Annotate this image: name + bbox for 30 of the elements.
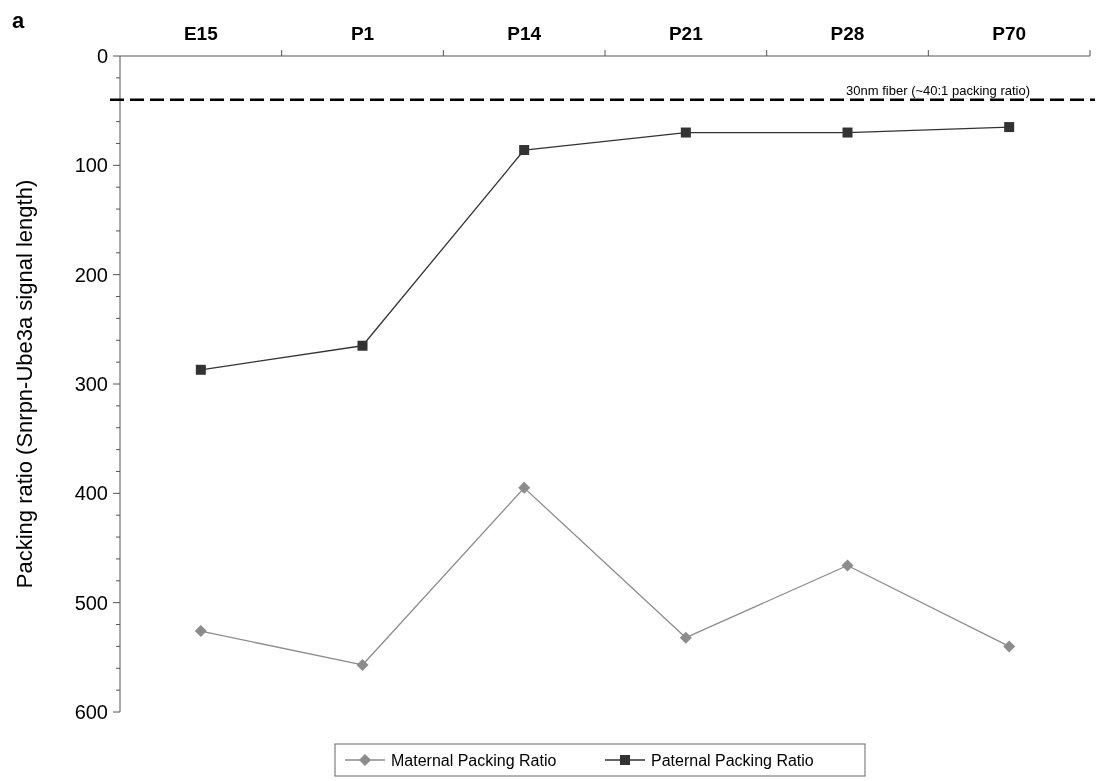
x-tick-label: P28 <box>830 23 865 44</box>
point <box>195 364 206 375</box>
legend-label: Maternal Packing Ratio <box>391 751 557 769</box>
point <box>518 481 531 494</box>
point <box>1004 122 1015 133</box>
point <box>1003 640 1016 653</box>
point <box>841 559 854 572</box>
point <box>356 658 369 671</box>
point <box>357 340 368 351</box>
x-tick-label: P70 <box>992 23 1027 44</box>
x-tick-label: E15 <box>183 23 219 44</box>
text: a <box>12 8 25 33</box>
point <box>194 625 207 638</box>
y-axis-title: Packing ratio (Snrpn-Ube3a signal length) <box>12 179 37 589</box>
x-tick-label: P1 <box>350 23 375 44</box>
point <box>679 631 692 644</box>
point <box>680 127 691 138</box>
y-tick-label: 400 <box>74 482 108 505</box>
x-tick-label: P21 <box>668 23 704 44</box>
y-tick-label: 600 <box>74 701 108 723</box>
legend-label: Paternal Packing Ratio <box>651 751 814 769</box>
point <box>842 127 853 138</box>
y-tick-label: 200 <box>74 263 108 286</box>
y-tick-label: 500 <box>74 591 108 614</box>
y-tick-label: 0 <box>96 45 108 67</box>
ref-line-label: 30nm fiber (~40:1 packing ratio) <box>846 82 1030 98</box>
y-tick-label: 100 <box>74 154 108 177</box>
point <box>519 145 530 156</box>
x-tick-label: P14 <box>507 23 542 44</box>
y-tick-label: 300 <box>74 373 108 395</box>
